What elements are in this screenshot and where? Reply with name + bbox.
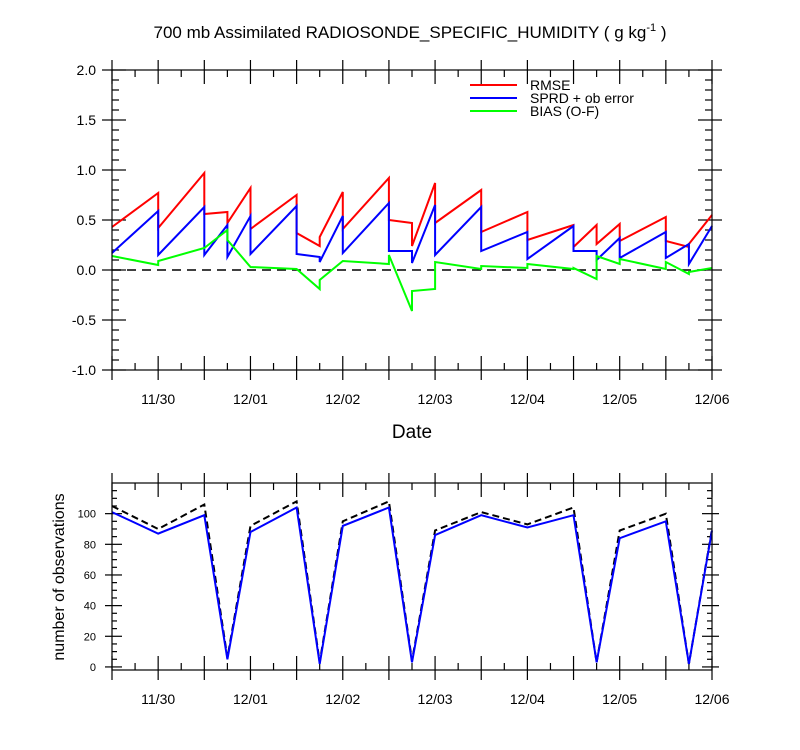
- x-tick-label: 12/05: [602, 391, 637, 407]
- x-tick-label: 12/01: [233, 391, 268, 407]
- x-tick-label: 12/04: [510, 691, 545, 707]
- x-tick-label: 12/03: [418, 391, 453, 407]
- legend-label-sprd-ob-error: SPRD + ob error: [530, 90, 634, 106]
- bottom-series-group: [111, 499, 713, 665]
- chart-title-superscript: -1: [646, 22, 656, 34]
- y-tick-label: 1.0: [77, 162, 97, 178]
- bottom-plot-frame: [111, 482, 713, 671]
- y-tick-label: 1.5: [77, 112, 97, 128]
- series-line-rmse: [111, 170, 713, 250]
- bottom-ticks: [105, 473, 719, 680]
- y-tick-label: 40: [84, 601, 96, 613]
- chart-title-suffix: ): [656, 23, 666, 42]
- top-plot-frame: [111, 69, 713, 371]
- y-tick-label: 100: [78, 509, 96, 521]
- y-tick-label: 0: [90, 662, 96, 674]
- x-axis-title: Date: [392, 422, 432, 443]
- y-axis-title-observations: number of observations: [51, 493, 68, 660]
- top-tick-labels: 11/30 12/01 12/02 12/03 12/04 12/05 12/06 -1.0 -…: [72, 62, 730, 407]
- x-tick-label: 12/06: [694, 691, 729, 707]
- y-tick-label: 0.0: [77, 262, 97, 278]
- series-line-possible-observations: [111, 499, 713, 665]
- y-tick-label: 60: [84, 570, 96, 582]
- y-tick-label: -0.5: [72, 312, 96, 328]
- y-tick-label: 2.0: [77, 62, 97, 78]
- x-tick-label: 12/02: [325, 691, 360, 707]
- legend-label-bias-o-f: BIAS (O-F): [530, 103, 599, 119]
- y-tick-label: 80: [84, 539, 96, 551]
- series-line-assimilated-observations: [111, 505, 713, 665]
- top-panel: 11/30 12/01 12/02 12/03 12/04 12/05 12/06 -1.0 -…: [72, 60, 730, 443]
- top-series-group: [111, 170, 713, 312]
- chart-title-main: 700 mb Assimilated RADIOSONDE_SPECIFIC_H…: [154, 23, 647, 42]
- bottom-panel: 11/30 12/01 12/02 12/03 12/04 12/05 12/06 0 20 40…: [51, 473, 730, 707]
- x-tick-label: 12/02: [325, 391, 360, 407]
- y-tick-label: 20: [84, 631, 96, 643]
- x-tick-label: 11/30: [141, 391, 175, 407]
- x-tick-label: 12/03: [418, 691, 453, 707]
- y-tick-label: -1.0: [72, 362, 96, 378]
- x-tick-label: 12/04: [510, 391, 545, 407]
- x-tick-label: 12/05: [602, 691, 637, 707]
- x-tick-label: 11/30: [141, 691, 175, 707]
- y-tick-label: 0.5: [77, 212, 97, 228]
- series-line-bias-o-f: [111, 227, 713, 312]
- chart-title: 700 mb Assimilated RADIOSONDE_SPECIFIC_H…: [154, 22, 667, 42]
- bottom-tick-labels: 11/30 12/01 12/02 12/03 12/04 12/05 12/06 0 20 40…: [78, 509, 730, 707]
- x-tick-label: 12/01: [233, 691, 268, 707]
- x-tick-label: 12/06: [694, 391, 729, 407]
- top-ticks: [102, 60, 722, 380]
- legend-label-rmse: RMSE: [530, 77, 570, 93]
- series-line-sprd-ob-error: [111, 200, 713, 268]
